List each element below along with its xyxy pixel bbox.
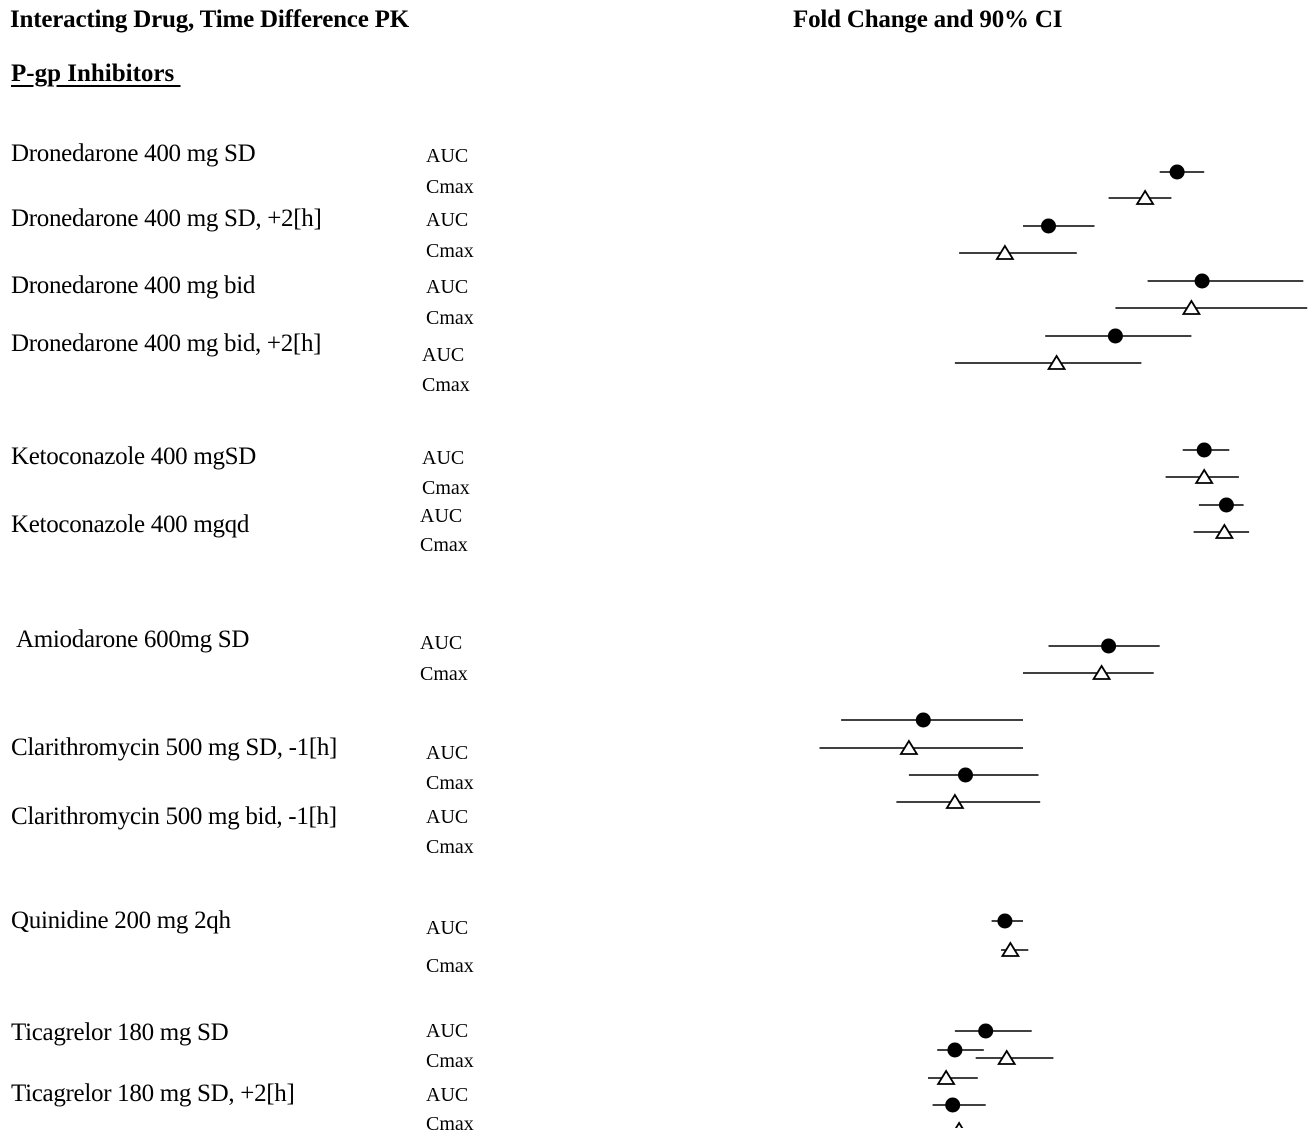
param-label-cmax: Cmax xyxy=(426,176,474,198)
param-label-auc: AUC xyxy=(422,447,465,469)
auc-point-icon xyxy=(978,1023,994,1039)
param-label-cmax: Cmax xyxy=(422,477,470,499)
auc-point-icon xyxy=(947,1042,963,1058)
cmax-point-icon xyxy=(1194,468,1214,484)
drug-label-dronedarone-400-mg-bid: Dronedarone 400 mg bid xyxy=(11,272,256,299)
auc-point-icon xyxy=(915,712,931,728)
param-label-auc: AUC xyxy=(426,276,469,298)
auc-point-icon xyxy=(1107,328,1123,344)
drug-label-quinidine-200-mg-2qh: Quinidine 200 mg 2qh xyxy=(11,907,231,934)
cmax-point-icon xyxy=(1181,299,1202,315)
cmax-point-icon xyxy=(899,739,919,755)
drug-label-ticagrelor-180-mg-sd: Ticagrelor 180 mg SD xyxy=(11,1019,229,1046)
cmax-point-icon xyxy=(1214,523,1235,539)
param-label-auc: AUC xyxy=(422,344,465,366)
param-label-auc: AUC xyxy=(426,145,469,167)
param-label-auc: AUC xyxy=(426,1084,469,1106)
auc-point-icon xyxy=(958,767,973,783)
param-label-auc: AUC xyxy=(426,1020,469,1042)
cmax-point-icon xyxy=(995,244,1015,260)
auc-point-icon xyxy=(997,913,1013,929)
auc-point-icon xyxy=(1218,497,1234,513)
chart-title: Fold Change and 90% CI xyxy=(793,6,1063,33)
cmax-point-icon xyxy=(1000,941,1021,957)
drug-label-ketoconazole-400-mgsd: Ketoconazole 400 mgSD xyxy=(11,443,257,470)
drug-label-amiodarone-600mg-sd: Amiodarone 600mg SD xyxy=(16,626,250,653)
drug-label-ticagrelor-180-mg-sd-2-h: Ticagrelor 180 mg SD, +2[h] xyxy=(11,1080,295,1107)
param-label-auc: AUC xyxy=(420,632,463,654)
param-label-cmax: Cmax xyxy=(426,307,474,329)
param-label-cmax: Cmax xyxy=(422,374,470,396)
drug-label-dronedarone-400-mg-sd-2-h: Dronedarone 400 mg SD, +2[h] xyxy=(11,205,322,232)
cmax-point-icon xyxy=(1091,664,1112,680)
drug-label-dronedarone-400-mg-sd: Dronedarone 400 mg SD xyxy=(11,140,256,167)
auc-point-icon xyxy=(1169,164,1185,180)
auc-point-icon xyxy=(1101,638,1117,654)
param-label-cmax: Cmax xyxy=(420,663,468,685)
drug-label-clarithromycin-500-mg-sd-1-h: Clarithromycin 500 mg SD, -1[h] xyxy=(11,734,338,761)
param-label-cmax: Cmax xyxy=(426,240,474,262)
auc-point-icon xyxy=(1194,273,1210,289)
cmax-point-icon xyxy=(1135,189,1155,205)
param-label-cmax: Cmax xyxy=(420,534,468,556)
param-label-auc: AUC xyxy=(426,917,469,939)
cmax-point-icon xyxy=(997,1049,1017,1065)
drug-label-clarithromycin-500-mg-bid-1-h: Clarithromycin 500 mg bid, -1[h] xyxy=(11,803,337,830)
cmax-point-icon xyxy=(1046,354,1067,370)
param-label-cmax: Cmax xyxy=(426,772,474,794)
param-label-cmax: Cmax xyxy=(426,836,474,858)
auc-point-icon xyxy=(945,1097,961,1113)
param-label-auc: AUC xyxy=(426,742,469,764)
section-label: P-gp Inhibitors xyxy=(11,60,181,87)
param-label-auc: AUC xyxy=(420,505,463,527)
cmax-point-icon xyxy=(936,1069,956,1085)
param-label-cmax: Cmax xyxy=(426,955,474,977)
cmax-point-icon xyxy=(945,793,965,809)
drug-label-ketoconazole-400-mgqd: Ketoconazole 400 mgqd xyxy=(11,511,250,538)
cmax-point-icon xyxy=(954,1121,964,1128)
auc-point-icon xyxy=(1196,442,1212,458)
left-column-title: Interacting Drug, Time Difference PK xyxy=(10,6,409,33)
param-label-auc: AUC xyxy=(426,209,469,231)
param-label-cmax: Cmax xyxy=(426,1050,474,1072)
drug-label-dronedarone-400-mg-bid-2-h: Dronedarone 400 mg bid, +2[h] xyxy=(11,330,322,357)
auc-point-icon xyxy=(1041,218,1056,234)
param-label-auc: AUC xyxy=(426,806,469,828)
